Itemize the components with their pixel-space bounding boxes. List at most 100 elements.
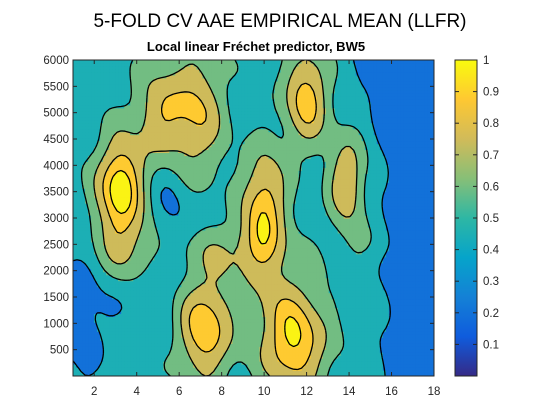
- heatmap-cell: [244, 361, 249, 365]
- heatmap-cell: [385, 301, 390, 306]
- heatmap-cell: [307, 319, 312, 323]
- heatmap-cell: [313, 298, 318, 303]
- heatmap-cell: [211, 259, 215, 264]
- heatmap-cell: [130, 352, 134, 356]
- heatmap-cell: [133, 280, 137, 285]
- heatmap-cell: [109, 304, 113, 309]
- heatmap-cell: [424, 316, 429, 320]
- heatmap-cell: [79, 358, 83, 362]
- heatmap-cell: [79, 364, 83, 368]
- heatmap-cell: [175, 322, 179, 326]
- heatmap-cell: [352, 373, 357, 376]
- heatmap-cell: [175, 277, 179, 282]
- heatmap-cell: [391, 364, 396, 368]
- heatmap-cell: [310, 364, 315, 368]
- heatmap-cell: [316, 280, 321, 285]
- heatmap-cell: [247, 265, 252, 270]
- heatmap-cell: [343, 349, 348, 353]
- heatmap-cell: [166, 286, 170, 291]
- heatmap-cell: [238, 301, 243, 306]
- heatmap-cell: [274, 298, 279, 303]
- heatmap-cell: [313, 301, 318, 306]
- heatmap-cell: [334, 289, 339, 294]
- heatmap-cell: [133, 337, 137, 341]
- heatmap-cell: [157, 358, 161, 362]
- heatmap-cell: [82, 301, 86, 306]
- heatmap-cell: [322, 316, 327, 320]
- heatmap-cell: [427, 343, 432, 347]
- heatmap-cell: [100, 295, 104, 300]
- heatmap-cell: [154, 340, 158, 344]
- heatmap-cell: [265, 355, 270, 359]
- heatmap-cell: [292, 373, 297, 376]
- heatmap-cell: [277, 298, 282, 303]
- heatmap-cell: [301, 295, 306, 300]
- heatmap-cell: [304, 364, 309, 368]
- heatmap-cell: [316, 274, 321, 279]
- heatmap-cell: [214, 295, 218, 300]
- heatmap-cell: [427, 301, 432, 306]
- heatmap-cell: [193, 274, 197, 279]
- heatmap-cell: [169, 325, 173, 329]
- heatmap-cell: [277, 262, 282, 267]
- heatmap-cell: [235, 274, 240, 279]
- heatmap-cell: [214, 373, 218, 376]
- heatmap-cell: [247, 316, 252, 320]
- heatmap-cell: [385, 310, 390, 314]
- heatmap-cell: [274, 346, 279, 350]
- heatmap-cell: [376, 334, 381, 338]
- heatmap-cell: [205, 346, 209, 350]
- heatmap-cell: [94, 349, 98, 353]
- heatmap-cell: [352, 262, 357, 267]
- heatmap-cell: [76, 283, 80, 288]
- heatmap-cell: [103, 322, 107, 326]
- heatmap-cell: [265, 259, 270, 264]
- heatmap-cell: [295, 370, 300, 374]
- heatmap-cell: [187, 361, 191, 365]
- heatmap-cell: [286, 295, 291, 300]
- heatmap-cell: [373, 331, 378, 335]
- heatmap-cell: [148, 331, 152, 335]
- heatmap-cell: [181, 310, 185, 314]
- heatmap-cell: [274, 322, 279, 326]
- heatmap-cell: [280, 340, 285, 344]
- heatmap-cell: [130, 253, 134, 258]
- heatmap-cell: [373, 322, 378, 326]
- heatmap-cell: [310, 316, 315, 320]
- heatmap-cell: [406, 352, 411, 356]
- heatmap-cell: [406, 262, 411, 267]
- heatmap-cell: [109, 367, 113, 371]
- heatmap-cell: [319, 271, 324, 276]
- heatmap-cell: [292, 346, 297, 350]
- heatmap-cell: [136, 259, 140, 264]
- heatmap-cell: [322, 286, 327, 291]
- heatmap-cell: [73, 367, 77, 371]
- heatmap-cell: [337, 361, 342, 365]
- heatmap-cell: [163, 370, 167, 374]
- heatmap-cell: [160, 283, 164, 288]
- heatmap-cell: [313, 331, 318, 335]
- heatmap-cell: [106, 295, 110, 300]
- heatmap-cell: [106, 337, 110, 341]
- heatmap-cell: [91, 271, 95, 276]
- heatmap-cell: [199, 292, 203, 297]
- heatmap-cell: [154, 322, 158, 326]
- heatmap-cell: [112, 346, 116, 350]
- heatmap-cell: [226, 328, 231, 332]
- heatmap-cell: [397, 355, 402, 359]
- heatmap-cell: [103, 328, 107, 332]
- heatmap-cell: [325, 346, 330, 350]
- heatmap-cell: [133, 295, 137, 300]
- heatmap-cell: [274, 358, 279, 362]
- heatmap-cell: [184, 352, 188, 356]
- heatmap-cell: [409, 295, 414, 300]
- heatmap-cell: [409, 322, 414, 326]
- heatmap-cell: [271, 256, 276, 261]
- heatmap-cell: [190, 250, 194, 255]
- heatmap-cell: [382, 301, 387, 306]
- heatmap-cell: [388, 325, 393, 329]
- heatmap-cell: [103, 343, 107, 347]
- heatmap-cell: [382, 280, 387, 285]
- heatmap-cell: [358, 364, 363, 368]
- heatmap-cell: [361, 325, 366, 329]
